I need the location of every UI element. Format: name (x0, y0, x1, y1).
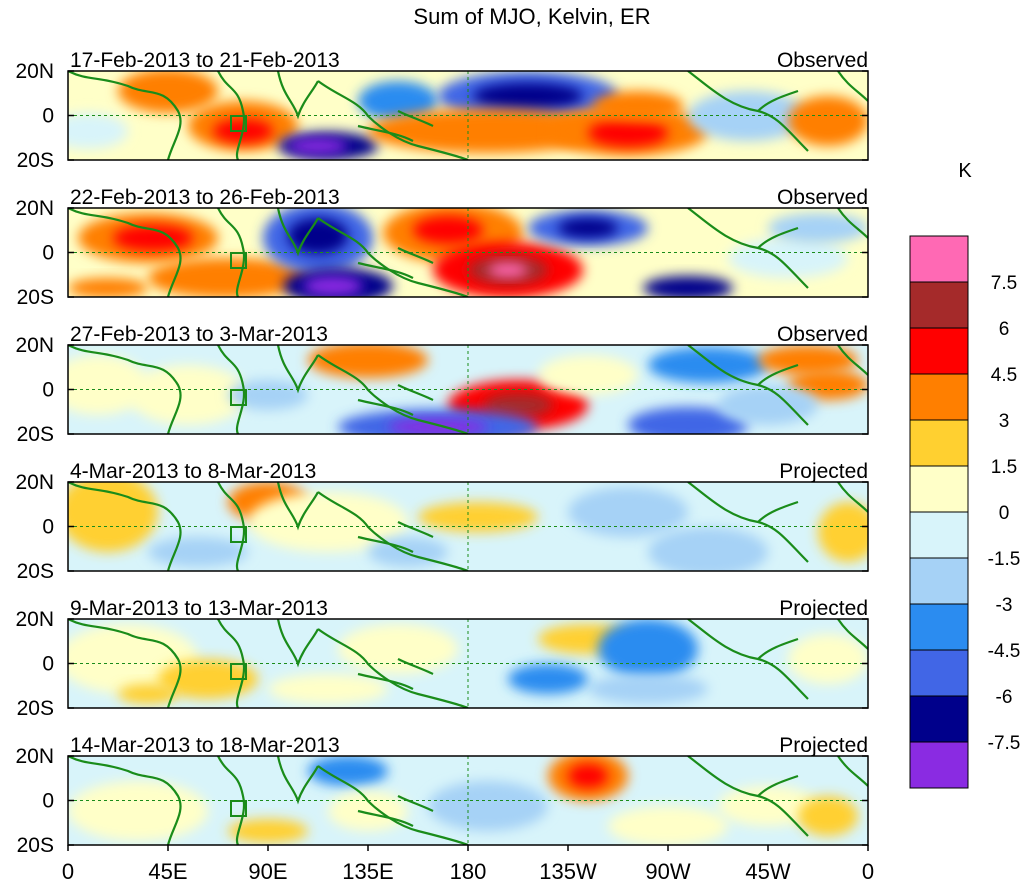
map-panel: 20N 0 20S 27-Feb-2013 to 3-Mar-2013 Observed (15, 323, 869, 446)
lat-label: 20S (17, 149, 54, 172)
panel-status: Observed (777, 186, 868, 209)
panel-status: Projected (779, 734, 868, 757)
panel-period: 9-Mar-2013 to 13-Mar-2013 (70, 597, 328, 620)
colorbar-swatch (909, 235, 969, 283)
colorbar-swatch (909, 695, 969, 743)
lat-label: 0 (42, 379, 54, 402)
coastlines (68, 482, 868, 571)
colorbar-label: 7.5 (991, 273, 1017, 294)
lon-label: 180 (450, 859, 487, 884)
panel-status: Observed (777, 49, 868, 72)
lon-label: 45E (148, 859, 187, 884)
colorbar-label: 6 (999, 319, 1010, 340)
map-panel: 20N 0 20S 17-Feb-2013 to 21-Feb-2013 Observe… (15, 49, 869, 172)
lat-label: 0 (42, 242, 54, 265)
colorbar-label: 3 (999, 411, 1010, 432)
map-panels: 20N 0 20S 17-Feb-2013 to 21-Feb-2013 Observe… (15, 49, 869, 857)
anomaly-field (68, 482, 868, 571)
colorbar-label: -3 (996, 595, 1013, 616)
colorbar-swatch (909, 281, 969, 329)
lat-label: 20N (15, 197, 54, 220)
colorbar-swatch (909, 511, 969, 559)
panel-status: Projected (779, 597, 868, 620)
lon-label: 135W (539, 859, 597, 884)
lat-label: 20S (17, 286, 54, 309)
panel-status: Observed (777, 323, 868, 346)
coastlines (68, 756, 868, 845)
coastlines (68, 619, 868, 708)
map-panel: 20N 0 20S 4-Mar-2013 to 8-Mar-2013 Projected (15, 460, 869, 583)
lat-label: 20N (15, 60, 54, 83)
lat-label: 20S (17, 834, 54, 857)
colorbar-swatch (909, 741, 969, 789)
lat-label: 20N (15, 471, 54, 494)
colorbar-label: 1.5 (991, 457, 1017, 478)
lat-label: 20S (17, 423, 54, 446)
colorbar-label: -1.5 (988, 549, 1021, 570)
colorbar-label: -6 (996, 687, 1013, 708)
lat-label: 20N (15, 334, 54, 357)
lat-label: 20S (17, 697, 54, 720)
colorbar: K 7.5 6 4.5 3 1.5 0 -1.5 -3 -4.5 -6 -7.5 (909, 160, 1021, 789)
coastlines (68, 71, 868, 160)
figure-title: Sum of MJO, Kelvin, ER (413, 4, 650, 29)
lat-label: 0 (42, 105, 54, 128)
lat-label: 0 (42, 516, 54, 539)
colorbar-label: -7.5 (988, 733, 1021, 754)
colorbar-label: 4.5 (991, 365, 1017, 386)
lon-label: 45W (745, 859, 790, 884)
colorbar-swatch (909, 373, 969, 421)
anomaly-field (68, 71, 868, 160)
lat-label: 0 (42, 790, 54, 813)
colorbar-swatch (909, 557, 969, 605)
panel-period: 17-Feb-2013 to 21-Feb-2013 (70, 49, 340, 72)
lat-label: 20N (15, 608, 54, 631)
colorbar-swatch (909, 603, 969, 651)
longitude-axis: 0 45E 90E 135E 180 135W 90W 45W 0 (62, 845, 874, 884)
lat-label: 0 (42, 653, 54, 676)
panel-period: 27-Feb-2013 to 3-Mar-2013 (70, 323, 328, 346)
lat-label: 20S (17, 560, 54, 583)
lon-label: 90W (645, 859, 690, 884)
colorbar-label: 0 (999, 503, 1010, 524)
lat-label: 20N (15, 745, 54, 768)
colorbar-unit: K (958, 160, 972, 182)
map-panel: 20N 0 20S 14-Mar-2013 to 18-Mar-2013 Project… (15, 734, 869, 857)
panel-status: Projected (779, 460, 868, 483)
panel-period: 14-Mar-2013 to 18-Mar-2013 (70, 734, 340, 757)
lon-label: 0 (62, 859, 74, 884)
colorbar-swatch (909, 419, 969, 467)
lon-label: 135E (342, 859, 393, 884)
colorbar-swatch (909, 327, 969, 375)
coastlines (68, 345, 868, 434)
colorbar-label: -4.5 (988, 641, 1021, 662)
panel-period: 22-Feb-2013 to 26-Feb-2013 (70, 186, 340, 209)
lon-label: 90E (248, 859, 287, 884)
panel-period: 4-Mar-2013 to 8-Mar-2013 (70, 460, 316, 483)
map-panel: 20N 0 20S 9-Mar-2013 to 13-Mar-2013 Projecte… (15, 597, 869, 720)
map-panel: 20N 0 20S 22-Feb-2013 to 26-Feb-2013 Observe… (15, 186, 869, 309)
colorbar-swatch (909, 465, 969, 513)
lon-label: 0 (862, 859, 874, 884)
colorbar-swatch (909, 649, 969, 697)
